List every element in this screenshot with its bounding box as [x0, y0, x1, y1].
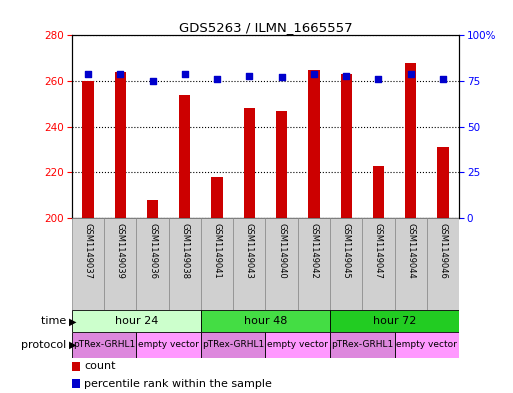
- Text: GSM1149038: GSM1149038: [180, 223, 189, 279]
- Bar: [373, 165, 384, 218]
- Text: GSM1149041: GSM1149041: [212, 223, 222, 279]
- Bar: [201, 310, 330, 332]
- Point: [116, 71, 124, 77]
- Text: hour 72: hour 72: [373, 316, 416, 326]
- Text: protocol: protocol: [21, 340, 69, 350]
- Bar: [341, 74, 352, 218]
- Bar: [266, 332, 330, 358]
- Text: GSM1149043: GSM1149043: [245, 223, 254, 279]
- Bar: [266, 218, 298, 310]
- Bar: [72, 379, 81, 388]
- Bar: [276, 111, 287, 218]
- Bar: [211, 177, 223, 218]
- Bar: [298, 218, 330, 310]
- Text: GSM1149046: GSM1149046: [439, 223, 447, 279]
- Text: ▶: ▶: [69, 340, 77, 350]
- Bar: [233, 218, 266, 310]
- Bar: [104, 218, 136, 310]
- Text: hour 24: hour 24: [115, 316, 158, 326]
- Text: GSM1149045: GSM1149045: [342, 223, 351, 279]
- Bar: [147, 200, 158, 218]
- Text: time: time: [41, 316, 69, 326]
- Bar: [330, 332, 394, 358]
- Bar: [438, 147, 449, 218]
- Point: [148, 78, 156, 84]
- Bar: [201, 218, 233, 310]
- Point: [245, 72, 253, 79]
- Point: [84, 71, 92, 77]
- Bar: [169, 218, 201, 310]
- Bar: [114, 72, 126, 218]
- Bar: [82, 81, 93, 218]
- Bar: [394, 218, 427, 310]
- Point: [439, 76, 447, 83]
- Bar: [72, 332, 136, 358]
- Text: GSM1149042: GSM1149042: [309, 223, 319, 279]
- Text: pTRex-GRHL1: pTRex-GRHL1: [331, 340, 393, 349]
- Text: ▶: ▶: [69, 316, 77, 326]
- Point: [278, 74, 286, 81]
- Text: empty vector: empty vector: [397, 340, 457, 349]
- Text: count: count: [84, 361, 116, 371]
- Point: [181, 71, 189, 77]
- Bar: [136, 218, 169, 310]
- Point: [374, 76, 383, 83]
- Text: GSM1149037: GSM1149037: [84, 223, 92, 279]
- Text: pTRex-GRHL1: pTRex-GRHL1: [73, 340, 135, 349]
- Text: GSM1149047: GSM1149047: [374, 223, 383, 279]
- Point: [310, 71, 318, 77]
- Bar: [405, 63, 417, 218]
- Bar: [244, 108, 255, 218]
- Bar: [394, 332, 459, 358]
- Bar: [179, 95, 190, 218]
- Bar: [201, 332, 266, 358]
- Bar: [72, 362, 81, 371]
- Point: [342, 72, 350, 79]
- Point: [407, 71, 415, 77]
- Text: empty vector: empty vector: [267, 340, 328, 349]
- Text: GSM1149040: GSM1149040: [277, 223, 286, 279]
- Text: hour 48: hour 48: [244, 316, 287, 326]
- Bar: [72, 218, 104, 310]
- Bar: [330, 310, 459, 332]
- Bar: [136, 332, 201, 358]
- Bar: [427, 218, 459, 310]
- Text: GSM1149039: GSM1149039: [116, 223, 125, 279]
- Text: GSM1149044: GSM1149044: [406, 223, 415, 279]
- Bar: [308, 70, 320, 218]
- Text: percentile rank within the sample: percentile rank within the sample: [84, 379, 272, 389]
- Text: empty vector: empty vector: [138, 340, 199, 349]
- Point: [213, 76, 221, 83]
- Text: pTRex-GRHL1: pTRex-GRHL1: [202, 340, 264, 349]
- Bar: [362, 218, 394, 310]
- Bar: [72, 310, 201, 332]
- Bar: [330, 218, 362, 310]
- Title: GDS5263 / ILMN_1665557: GDS5263 / ILMN_1665557: [179, 21, 352, 34]
- Text: GSM1149036: GSM1149036: [148, 223, 157, 279]
